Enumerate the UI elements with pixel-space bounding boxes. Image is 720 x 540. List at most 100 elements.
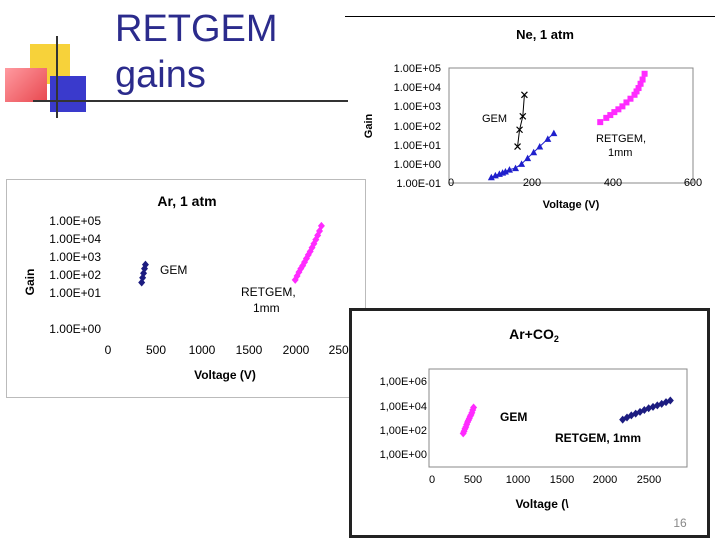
x-tick-label: 400 — [604, 177, 622, 189]
x-axis-label: Voltage (V) — [194, 368, 256, 382]
data-point — [627, 95, 634, 102]
plot-area — [448, 67, 694, 184]
data-point — [487, 173, 495, 181]
data-point — [640, 405, 648, 414]
annotation-gem: GEM — [482, 113, 507, 125]
x-tick-label: 1500 — [550, 474, 574, 486]
data-marks — [138, 221, 325, 287]
annotation-retgem-1mm: 1mm — [253, 301, 280, 315]
data-point — [615, 106, 622, 113]
data-point — [611, 109, 618, 116]
chart-title-subscript: 2 — [554, 334, 559, 344]
data-point — [512, 164, 520, 172]
y-tick-label: 1.00E+05 — [394, 63, 441, 75]
data-point — [302, 254, 310, 263]
x-tick-label: 500 — [464, 474, 482, 486]
data-point — [518, 160, 526, 167]
data-point — [636, 407, 644, 416]
y-tick-label: 1,00E+06 — [380, 376, 427, 388]
slide-title-line2: gains — [115, 54, 206, 96]
y-tick-labels: 1.00E-01 1.00E+00 1.00E+01 1.00E+02 1.00… — [394, 63, 441, 190]
data-point — [653, 401, 661, 410]
data-point — [141, 260, 149, 269]
y-tick-label: 1.00E+00 — [394, 159, 441, 171]
data-point — [505, 166, 513, 173]
x-axis-label: Voltage (\ — [515, 497, 569, 511]
data-point — [516, 126, 523, 134]
data-marks — [487, 70, 648, 181]
page-number: 16 — [673, 516, 687, 530]
y-tick-label: 1.00E+05 — [49, 214, 101, 228]
data-point — [633, 88, 640, 95]
x-tick-label: 0 — [105, 343, 112, 357]
y-tick-label: 1.00E+02 — [394, 121, 441, 133]
data-point — [662, 398, 670, 407]
series-line — [517, 94, 525, 147]
data-point — [641, 70, 648, 77]
x-tick-label: 1000 — [189, 343, 216, 357]
y-tick-labels: 1,00E+00 1,00E+02 1,00E+04 1,00E+06 — [380, 376, 427, 461]
data-point — [301, 258, 309, 267]
data-point — [514, 143, 521, 150]
y-axis-label: Gain — [23, 269, 37, 296]
annotation-retgem: RETGEM, — [241, 285, 296, 299]
data-point — [550, 129, 558, 137]
x-tick-labels: 0 500 1000 1500 2000 2500 — [105, 343, 356, 357]
y-tick-label: 1.00E-01 — [396, 178, 441, 190]
data-point — [597, 119, 604, 126]
chart-ar: Ar, 1 atm 1.00E+00 1.00E+01 1.00E+02 1.0… — [23, 193, 356, 382]
deco-red-square — [5, 68, 47, 102]
data-marks — [459, 396, 674, 438]
y-tick-label: 1.00E+04 — [394, 82, 441, 94]
x-tick-labels: 0 200 400 600 — [448, 177, 702, 189]
data-point — [623, 99, 630, 106]
data-point — [619, 103, 626, 110]
y-tick-label: 1.00E+02 — [49, 268, 101, 282]
annotation-gem: GEM — [160, 263, 187, 277]
x-tick-label: 2000 — [283, 343, 310, 357]
data-point — [607, 112, 614, 119]
y-tick-label: 1.00E+00 — [49, 322, 101, 336]
data-point — [536, 143, 544, 150]
chart-title: Ar+CO2 — [509, 326, 559, 344]
data-point — [635, 85, 642, 92]
data-point — [524, 154, 532, 162]
deco-horizontal-line — [33, 100, 348, 102]
y-tick-label: 1.00E+03 — [394, 101, 441, 113]
chart-title-main: Ar+CO — [509, 326, 554, 342]
data-point — [623, 413, 631, 422]
data-point — [639, 76, 646, 83]
annotation-gem: GEM — [500, 410, 527, 424]
x-tick-label: 200 — [523, 177, 541, 189]
data-point — [637, 80, 644, 87]
data-point — [603, 114, 610, 121]
y-tick-label: 1,00E+00 — [380, 449, 427, 461]
x-tick-label: 1000 — [506, 474, 530, 486]
y-tick-label: 1,00E+04 — [380, 401, 427, 413]
y-tick-label: 1,00E+02 — [380, 425, 427, 437]
top-rule — [345, 16, 715, 17]
slide-title-line1: RETGEM — [115, 8, 278, 50]
data-point — [519, 112, 527, 120]
y-tick-label: 1.00E+03 — [49, 250, 101, 264]
x-tick-label: 1500 — [236, 343, 263, 357]
y-tick-label: 1.00E+01 — [49, 286, 101, 300]
data-point — [520, 91, 528, 99]
data-point — [544, 135, 552, 142]
x-axis-label: Voltage (V) — [543, 199, 600, 211]
chart-ne: Ne, 1 atm 1.00E-01 1.00E+00 1.00E+01 1.0… — [363, 27, 702, 211]
x-tick-label: 2000 — [593, 474, 617, 486]
chart-title: Ne, 1 atm — [516, 27, 574, 42]
data-point — [631, 91, 638, 98]
y-tick-labels: 1.00E+00 1.00E+01 1.00E+02 1.00E+03 1.00… — [49, 214, 101, 336]
chart-title: Ar, 1 atm — [157, 193, 216, 209]
x-tick-label: 0 — [448, 177, 454, 189]
data-point — [299, 261, 307, 270]
slide-title: RETGEM gains — [115, 6, 345, 98]
data-point — [317, 221, 325, 230]
chart-ne-panel: Ne, 1 atm 1.00E-01 1.00E+00 1.00E+01 1.0… — [350, 18, 720, 218]
x-tick-label: 500 — [146, 343, 166, 357]
plot-area — [108, 238, 350, 330]
x-tick-label: 2500 — [329, 343, 356, 357]
data-point — [293, 271, 301, 280]
